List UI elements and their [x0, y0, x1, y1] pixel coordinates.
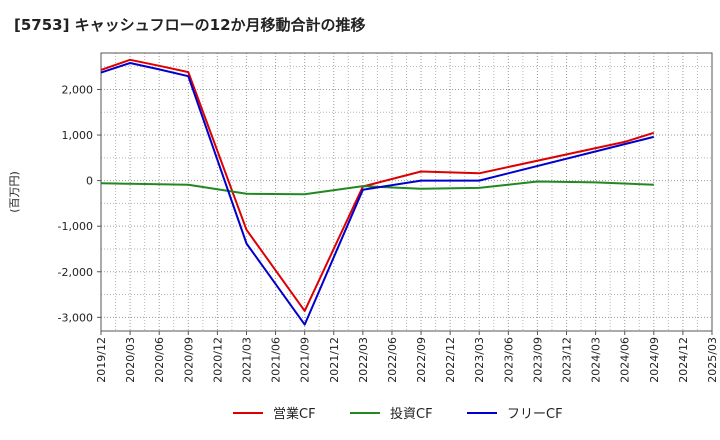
- y-tick-label: 1,000: [62, 129, 94, 142]
- x-tick-label: 2024/09: [648, 337, 661, 383]
- x-tick-label: 2023/06: [502, 337, 515, 383]
- x-tick-label: 2025/03: [706, 337, 719, 383]
- x-tick-label: 2024/12: [677, 337, 690, 383]
- legend-label-1: 投資CF: [390, 406, 433, 422]
- y-tick-label: 2,000: [62, 83, 94, 96]
- x-tick-label: 2021/06: [270, 337, 283, 383]
- x-tick-label: 2019/12: [95, 337, 108, 383]
- y-tick-label: 0: [86, 175, 93, 188]
- y-axis-label: (百万円): [8, 171, 21, 213]
- y-tick-label: -3,000: [58, 311, 93, 324]
- plot-border: [100, 52, 713, 332]
- x-tick-label: 2022/06: [386, 337, 399, 383]
- x-tick-label: 2023/03: [473, 337, 486, 383]
- x-tick-label: 2020/03: [124, 337, 137, 383]
- x-tick-label: 2024/06: [619, 337, 632, 383]
- legend-label-0: 営業CF: [273, 406, 316, 422]
- x-tick-label: 2021/09: [299, 337, 312, 383]
- y-tick-label: -1,000: [58, 220, 93, 233]
- series-line-2: [100, 62, 655, 326]
- x-tick-label: 2020/12: [211, 337, 224, 383]
- x-tick-label: 2023/09: [531, 337, 544, 383]
- x-tick-label: 2020/09: [182, 337, 195, 383]
- x-tick-label: 2021/03: [240, 337, 253, 383]
- legend-label-2: フリーCF: [507, 407, 563, 422]
- chart-title: [5753] キャッシュフローの12か月移動合計の推移: [14, 16, 366, 34]
- x-tick-label: 2022/09: [415, 337, 428, 383]
- x-tick-label: 2023/12: [561, 337, 574, 383]
- x-tick-label: 2020/06: [153, 337, 166, 383]
- x-tick-label: 2022/03: [357, 337, 370, 383]
- series-line-0: [100, 58, 655, 312]
- series-line-1: [100, 180, 654, 196]
- x-tick-label: 2021/12: [328, 337, 341, 383]
- y-tick-label: -2,000: [58, 266, 93, 279]
- x-tick-label: 2024/03: [590, 337, 603, 383]
- x-tick-label: 2022/12: [444, 337, 457, 383]
